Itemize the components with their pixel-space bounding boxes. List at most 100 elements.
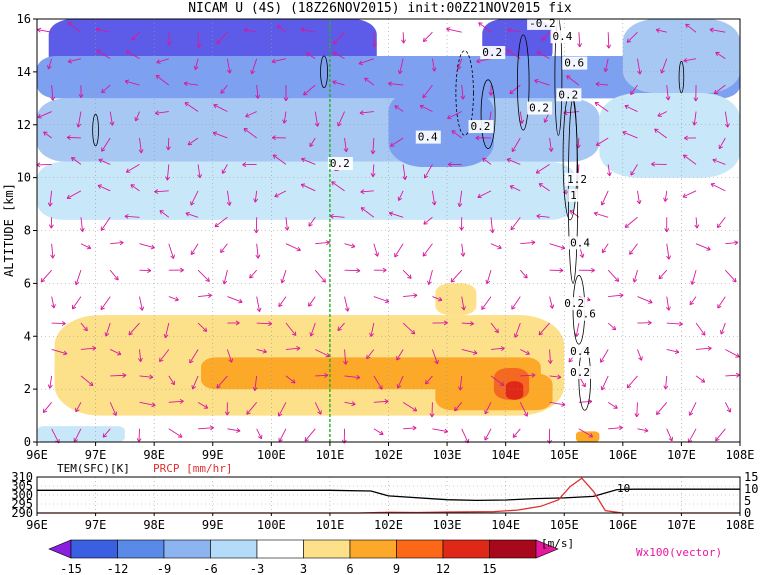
contour-label: 0.2 bbox=[558, 88, 578, 101]
wind-vector-head bbox=[190, 250, 196, 256]
wind-vector-head bbox=[600, 201, 606, 206]
wind-vector-head bbox=[214, 222, 220, 228]
colorbar-swatch bbox=[210, 539, 258, 559]
contour-label-bg bbox=[480, 46, 506, 60]
wind-vector bbox=[109, 269, 119, 281]
temperature-tick-label: 300 bbox=[11, 488, 33, 502]
wind-vector bbox=[101, 137, 111, 152]
wind-vector-head bbox=[476, 58, 481, 64]
wind-vector-head bbox=[482, 157, 487, 163]
wind-vector bbox=[243, 29, 257, 33]
wind-vector-head bbox=[189, 358, 194, 364]
wind-vector-head bbox=[296, 246, 301, 252]
wind-vector bbox=[315, 241, 330, 245]
wind-vector bbox=[256, 296, 261, 312]
wind-vector-head bbox=[226, 201, 232, 206]
wind-vector bbox=[509, 84, 521, 94]
x-tick-label: 103E bbox=[433, 448, 462, 462]
wind-vector-head bbox=[360, 189, 365, 195]
wind-vector-head bbox=[154, 189, 159, 195]
wind-vector bbox=[431, 190, 436, 206]
wind-vector bbox=[256, 349, 267, 353]
wind-vector bbox=[278, 402, 287, 417]
wind-vector bbox=[450, 269, 463, 283]
wind-vector bbox=[194, 58, 199, 70]
wind-vector-head bbox=[301, 157, 306, 163]
wind-vector-head bbox=[431, 67, 437, 72]
wind-vector bbox=[154, 190, 169, 193]
wind-vector-head bbox=[191, 384, 197, 390]
wind-vector-head bbox=[370, 173, 376, 178]
wind-vector bbox=[447, 111, 462, 119]
wind-vector bbox=[422, 31, 433, 42]
contour-fill-band bbox=[599, 93, 740, 178]
wind-vector-head bbox=[494, 328, 499, 334]
wind-vector bbox=[717, 217, 726, 228]
wind-vector-head bbox=[614, 277, 620, 282]
wind-vector bbox=[344, 349, 347, 365]
wind-vector-head bbox=[130, 184, 135, 189]
wind-vector bbox=[271, 58, 287, 63]
wind-vector-head bbox=[228, 358, 234, 363]
wind-vector-head bbox=[422, 93, 427, 99]
wind-vector-head bbox=[443, 428, 449, 434]
wind-vector-head bbox=[709, 27, 714, 33]
wind-vector-head bbox=[205, 277, 210, 282]
wind-vector-head bbox=[359, 110, 364, 116]
y-tick-label: 12 bbox=[17, 118, 31, 132]
wind-vector-head bbox=[332, 80, 337, 85]
wind-vector-head bbox=[506, 158, 512, 163]
wind-vectors bbox=[36, 21, 740, 444]
wind-vector bbox=[461, 243, 464, 257]
wind-vector-head bbox=[364, 77, 369, 82]
contour-label: 0.4 bbox=[418, 131, 438, 144]
wind-vector-head bbox=[448, 161, 452, 167]
wind-vector bbox=[344, 137, 347, 152]
wind-vector bbox=[549, 137, 552, 152]
wind-vector-head bbox=[407, 274, 412, 279]
contour-outline bbox=[455, 50, 474, 136]
wind-vector bbox=[398, 190, 404, 201]
wind-vector-head bbox=[276, 24, 282, 30]
wind-vector bbox=[432, 296, 443, 301]
wind-vector-head bbox=[665, 96, 671, 101]
wind-vector bbox=[358, 58, 375, 65]
wind-vector bbox=[373, 375, 383, 390]
wind-vector bbox=[159, 210, 170, 218]
contour-label: 0.2 bbox=[330, 157, 350, 170]
wind-vector bbox=[139, 375, 153, 378]
contour-label-bg bbox=[415, 130, 441, 144]
wind-vector-head bbox=[202, 327, 208, 332]
contour-outline bbox=[678, 60, 685, 94]
wind-vector-head bbox=[534, 78, 539, 84]
wind-vector-head bbox=[606, 172, 612, 177]
wind-vector bbox=[73, 428, 82, 442]
wind-vector bbox=[536, 51, 550, 60]
wind-vector bbox=[683, 154, 697, 165]
wind-vector bbox=[691, 270, 697, 285]
x-tick-label: 101E bbox=[315, 448, 344, 462]
wind-vector-head bbox=[50, 254, 56, 259]
wind-vector-head bbox=[390, 142, 395, 147]
colorbar-unit: [m/s] bbox=[541, 537, 574, 550]
wind-vector bbox=[51, 85, 54, 101]
contour-fill-band bbox=[37, 426, 125, 442]
wind-vector-head bbox=[109, 121, 115, 126]
wind-vector bbox=[245, 111, 257, 118]
wind-vector-head bbox=[226, 69, 232, 74]
wind-vector-head bbox=[712, 158, 717, 164]
wind-vector bbox=[520, 241, 536, 245]
precip-tick-label: 0 bbox=[744, 506, 751, 520]
wind-vector bbox=[577, 137, 580, 149]
wind-vector-head bbox=[351, 401, 356, 407]
wind-vector-head bbox=[185, 211, 190, 217]
wind-vector bbox=[683, 58, 697, 62]
wind-vector bbox=[520, 349, 530, 355]
wind-vector bbox=[630, 84, 638, 95]
wind-vector-head bbox=[636, 199, 642, 205]
wind-vector bbox=[397, 375, 404, 389]
wind-vector bbox=[164, 322, 170, 338]
wind-vector-head bbox=[128, 330, 133, 336]
wind-vector bbox=[49, 190, 53, 207]
contour-label: 0.2 bbox=[529, 102, 549, 115]
